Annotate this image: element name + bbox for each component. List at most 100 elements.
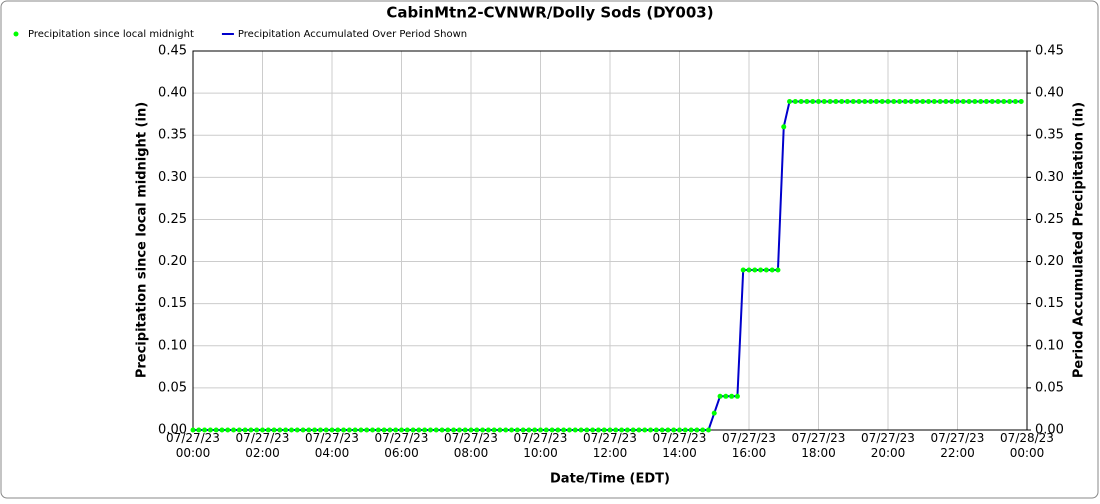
y-tick-label: 0.00 bbox=[158, 423, 187, 438]
data-point bbox=[850, 99, 856, 105]
data-point bbox=[572, 427, 578, 433]
data-point bbox=[416, 427, 422, 433]
y2-tick-label: 0.10 bbox=[1035, 338, 1064, 353]
data-point bbox=[555, 427, 561, 433]
data-point bbox=[949, 99, 955, 105]
data-point bbox=[480, 427, 486, 433]
x-tick-label: 07/27/23 08:00 bbox=[444, 431, 498, 460]
x-tick-label: 07/27/23 16:00 bbox=[722, 431, 776, 460]
data-point bbox=[202, 427, 208, 433]
data-point bbox=[335, 427, 341, 433]
data-point bbox=[769, 267, 775, 273]
data-point bbox=[225, 427, 231, 433]
data-point bbox=[491, 427, 497, 433]
data-point bbox=[943, 99, 949, 105]
data-point bbox=[914, 99, 920, 105]
data-point bbox=[758, 267, 764, 273]
data-point bbox=[474, 427, 480, 433]
data-point bbox=[404, 427, 410, 433]
data-point bbox=[821, 99, 827, 105]
data-point bbox=[989, 99, 995, 105]
data-point bbox=[265, 427, 271, 433]
x-tick-label: 07/27/23 06:00 bbox=[375, 431, 429, 460]
y-tick-label: 0.10 bbox=[158, 338, 187, 353]
data-point bbox=[682, 427, 688, 433]
data-point bbox=[908, 99, 914, 105]
x-tick-label: 07/27/23 00:00 bbox=[166, 431, 220, 460]
data-point bbox=[364, 427, 370, 433]
data-point bbox=[897, 99, 903, 105]
data-point bbox=[729, 393, 735, 399]
data-point bbox=[688, 427, 694, 433]
y-tick-label: 0.30 bbox=[158, 170, 187, 185]
data-point bbox=[451, 427, 457, 433]
data-point bbox=[543, 427, 549, 433]
y2-tick-label: 0.25 bbox=[1035, 212, 1064, 227]
y-tick-label: 0.05 bbox=[158, 380, 187, 395]
data-point bbox=[509, 427, 515, 433]
data-point bbox=[705, 427, 711, 433]
data-point bbox=[648, 427, 654, 433]
data-point bbox=[960, 99, 966, 105]
data-point bbox=[740, 267, 746, 273]
data-point bbox=[445, 427, 451, 433]
data-point bbox=[422, 427, 428, 433]
data-point bbox=[584, 427, 590, 433]
x-tick-label: 07/27/23 14:00 bbox=[653, 431, 707, 460]
data-point bbox=[329, 427, 335, 433]
y2-tick-label: 0.30 bbox=[1035, 170, 1064, 185]
data-point bbox=[879, 99, 885, 105]
data-point bbox=[317, 427, 323, 433]
data-point bbox=[636, 427, 642, 433]
legend-label: Precipitation since local midnight bbox=[28, 29, 194, 40]
data-point bbox=[862, 99, 868, 105]
data-point bbox=[763, 267, 769, 273]
y2-tick-label: 0.40 bbox=[1035, 86, 1064, 101]
x-tick-label: 07/28/23 00:00 bbox=[1000, 431, 1054, 460]
data-point bbox=[514, 427, 520, 433]
data-point bbox=[427, 427, 433, 433]
y2-tick-label: 0.00 bbox=[1035, 423, 1064, 438]
data-point bbox=[995, 99, 1001, 105]
data-point bbox=[520, 427, 526, 433]
data-point bbox=[497, 427, 503, 433]
x-tick-label: 07/27/23 20:00 bbox=[861, 431, 915, 460]
data-point bbox=[352, 427, 358, 433]
data-point bbox=[781, 124, 787, 130]
data-point bbox=[920, 99, 926, 105]
data-point bbox=[410, 427, 416, 433]
y2-tick-label: 0.05 bbox=[1035, 380, 1064, 395]
data-point bbox=[538, 427, 543, 433]
data-point bbox=[219, 427, 225, 433]
x-tick-label: 07/27/23 12:00 bbox=[583, 431, 637, 460]
data-point bbox=[630, 427, 636, 433]
data-point bbox=[966, 99, 972, 105]
x-tick-label: 07/27/23 22:00 bbox=[931, 431, 985, 460]
data-point bbox=[190, 427, 196, 433]
data-point bbox=[810, 99, 816, 105]
data-point bbox=[370, 427, 376, 433]
data-point bbox=[196, 427, 202, 433]
y2-tick-label: 0.20 bbox=[1035, 254, 1064, 269]
legend-label: Precipitation Accumulated Over Period Sh… bbox=[238, 29, 467, 40]
data-point bbox=[254, 427, 260, 433]
data-point bbox=[931, 99, 937, 105]
data-point bbox=[260, 427, 265, 433]
data-point bbox=[694, 427, 700, 433]
data-point bbox=[526, 427, 532, 433]
data-point bbox=[306, 427, 312, 433]
data-point bbox=[833, 99, 839, 105]
data-point bbox=[346, 427, 352, 433]
data-point bbox=[775, 267, 781, 273]
data-point bbox=[399, 427, 404, 433]
data-point bbox=[873, 99, 879, 105]
data-point bbox=[485, 427, 491, 433]
data-point bbox=[462, 427, 468, 433]
data-point bbox=[277, 427, 283, 433]
data-point bbox=[393, 427, 399, 433]
y2-tick-label: 0.35 bbox=[1035, 128, 1064, 143]
data-point bbox=[624, 427, 630, 433]
data-point bbox=[1012, 99, 1018, 105]
